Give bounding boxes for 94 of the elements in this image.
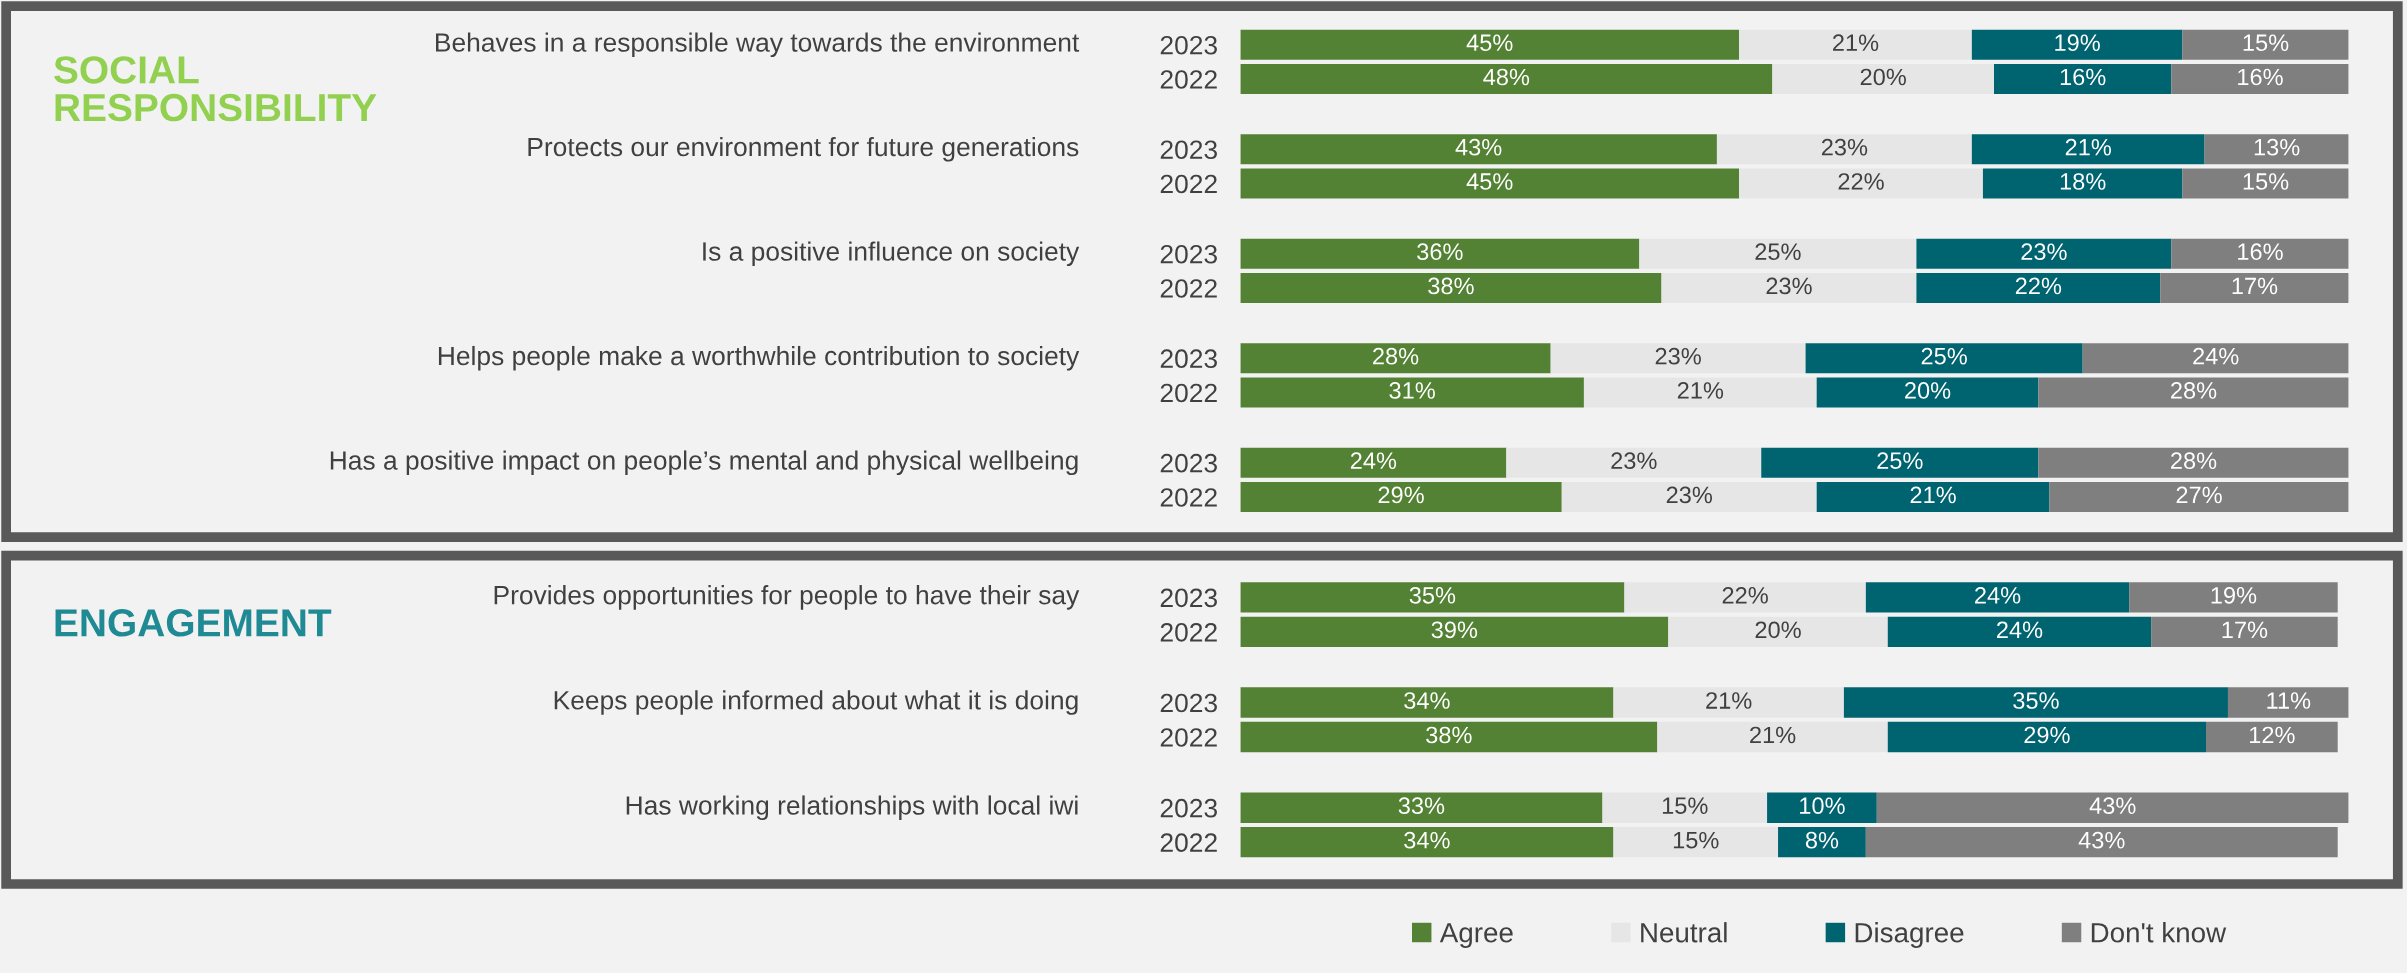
data-label: 15%: [1673, 831, 1719, 849]
data-label: 25%: [1755, 243, 1801, 261]
y-tick-label: 2023: [1160, 35, 1217, 55]
data-label: 21%: [1750, 726, 1796, 744]
data-label: 19%: [2055, 34, 2100, 52]
y-tick-label: 2023: [1160, 798, 1217, 818]
y-tick-label: 2023: [1160, 693, 1217, 713]
data-label: 23%: [1821, 138, 1868, 156]
data-label: 28%: [2171, 452, 2217, 470]
data-label: 20%: [1860, 68, 1906, 86]
data-label: 45%: [1466, 34, 1513, 52]
data-label: 12%: [2250, 726, 2295, 744]
text: Is a positive influence on society: [703, 241, 1080, 267]
data-label: 23%: [1655, 347, 1701, 365]
data-label: 33%: [1398, 797, 1445, 815]
text: Helps people make a worthwhile contribution to society: [438, 345, 1080, 371]
text: Protects our environment for future generations: [528, 136, 1079, 162]
data-label: 19%: [2211, 586, 2257, 604]
data-label: 20%: [1905, 382, 1951, 399]
data-label: 15%: [2243, 173, 2289, 190]
y-tick-label: 2022: [1160, 383, 1217, 403]
data-label: 23%: [2021, 243, 2067, 261]
data-label: 21%: [1833, 34, 1879, 51]
data-label: 13%: [2254, 138, 2300, 156]
legend-label: Disagree: [1855, 922, 1964, 948]
data-label: 23%: [1766, 277, 1812, 295]
y-tick-label: 2023: [1160, 140, 1217, 160]
data-label: 27%: [2176, 486, 2222, 504]
data-label: 36%: [1417, 243, 1463, 261]
data-label: 39%: [1431, 621, 1478, 639]
data-label: 25%: [1877, 452, 1923, 470]
data-label: 22%: [1838, 173, 1884, 190]
text: Behaves in a responsible way towards the environment: [436, 32, 1080, 58]
text: Provides opportunities for people to have their say: [494, 585, 1080, 610]
data-label: 17%: [2222, 621, 2268, 639]
data-label: 8%: [1805, 831, 1839, 849]
data-label: 21%: [1677, 382, 1724, 399]
legend-label: Neutral: [1641, 922, 1727, 943]
data-label: 16%: [2238, 243, 2283, 261]
data-label: 15%: [2243, 34, 2289, 52]
data-label: 22%: [2015, 277, 2062, 295]
data-label: 28%: [2171, 382, 2217, 399]
data-label: 16%: [2060, 68, 2106, 86]
y-tick-label: 2022: [1160, 174, 1217, 194]
text: Has working relationships with local iwi: [626, 795, 1078, 821]
data-label: 35%: [2013, 692, 2059, 709]
data-label: 21%: [2065, 138, 2111, 156]
y-tick-label: 2022: [1160, 833, 1217, 853]
text: Keeps people informed about what it is doing: [554, 690, 1078, 715]
data-label: 20%: [1755, 621, 1801, 639]
data-label: 43%: [2078, 831, 2125, 849]
data-label: 16%: [2238, 68, 2283, 86]
legend-label: Don't know: [2091, 922, 2227, 943]
y-tick-label: 2022: [1160, 622, 1217, 642]
text: ENGAGEMENT: [55, 609, 332, 637]
data-label: 21%: [1706, 692, 1752, 709]
text: Has a positive impact on people’s mental and physical wellbeing: [330, 450, 1078, 476]
data-label: 43%: [2089, 797, 2136, 815]
legend-label: Agree: [1439, 923, 1513, 948]
y-tick-label: 2023: [1160, 349, 1217, 369]
data-label: 24%: [1975, 586, 2021, 604]
data-label: 24%: [1997, 621, 2043, 639]
data-label: 15%: [1662, 797, 1708, 815]
y-tick-label: 2022: [1160, 279, 1217, 298]
y-tick-label: 2022: [1160, 70, 1217, 89]
data-label: 17%: [2232, 277, 2278, 295]
data-label: 25%: [1921, 347, 1967, 365]
y-tick-label: 2022: [1160, 728, 1217, 747]
data-label: 24%: [2193, 347, 2239, 365]
data-label: 11%: [2267, 692, 2311, 709]
data-label: 24%: [1350, 452, 1397, 469]
data-label: 48%: [1483, 68, 1530, 86]
data-label: 38%: [1428, 277, 1474, 295]
data-label: 45%: [1466, 173, 1513, 190]
data-label: 18%: [2060, 173, 2106, 190]
y-tick-label: 2023: [1160, 453, 1217, 473]
data-label: 35%: [1409, 586, 1456, 604]
data-label: 34%: [1404, 831, 1450, 849]
text: SOCIAL RESPONSIBILITY: [54, 56, 377, 122]
data-label: 29%: [1378, 486, 1424, 504]
y-tick-label: 2023: [1160, 588, 1217, 608]
data-label: 23%: [1611, 452, 1657, 470]
data-label: 10%: [1800, 797, 1845, 815]
data-label: 31%: [1389, 382, 1435, 399]
data-label: 29%: [2024, 726, 2070, 744]
data-label: 22%: [1722, 586, 1768, 604]
data-label: 34%: [1404, 692, 1450, 709]
data-label: 38%: [1426, 726, 1472, 744]
data-label: 28%: [1373, 347, 1419, 365]
data-label: 43%: [1455, 138, 1502, 156]
data-label: 23%: [1666, 486, 1712, 504]
y-tick-label: 2022: [1160, 488, 1217, 507]
y-tick-label: 2023: [1160, 244, 1217, 264]
data-label: 21%: [1910, 486, 1956, 504]
